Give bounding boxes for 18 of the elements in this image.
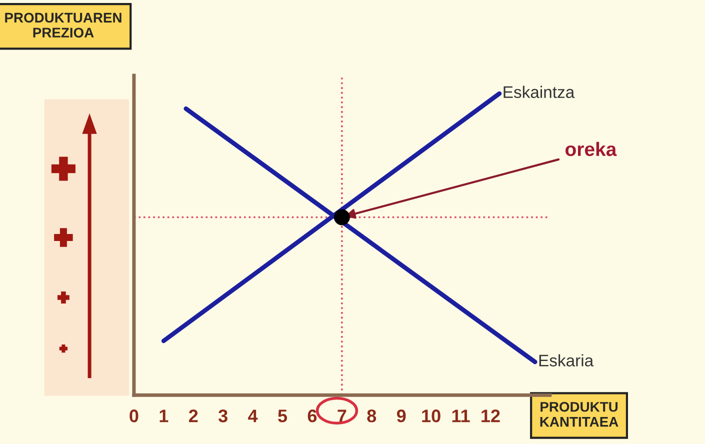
- x-tick-label: 7: [338, 410, 346, 422]
- x-tick-label: 12: [482, 410, 500, 422]
- annotation: oreka: [566, 142, 617, 156]
- x-tick-label: 2: [188, 410, 198, 422]
- x-tick-label: 3: [218, 410, 228, 422]
- x-tick-label: 11: [452, 410, 470, 422]
- series-label: Eskaintza: [504, 86, 575, 98]
- x-tick-label: 6: [308, 410, 317, 422]
- x-tick-label: 9: [396, 410, 406, 422]
- x-tick-label: 0: [130, 410, 138, 422]
- x-tick-label: 10: [422, 410, 440, 422]
- x-tick-label: 1: [160, 410, 168, 422]
- x-tick-label: 8: [367, 410, 376, 422]
- x-tick-label: 4: [248, 410, 258, 422]
- x-tick-label: 5: [278, 410, 288, 422]
- x-axis-title: PRODUKTU KANTITAEA: [540, 402, 618, 427]
- series-label: Eskaria: [539, 354, 594, 366]
- y-axis-title: PRODUKTUAREN PREZIOA: [5, 12, 122, 38]
